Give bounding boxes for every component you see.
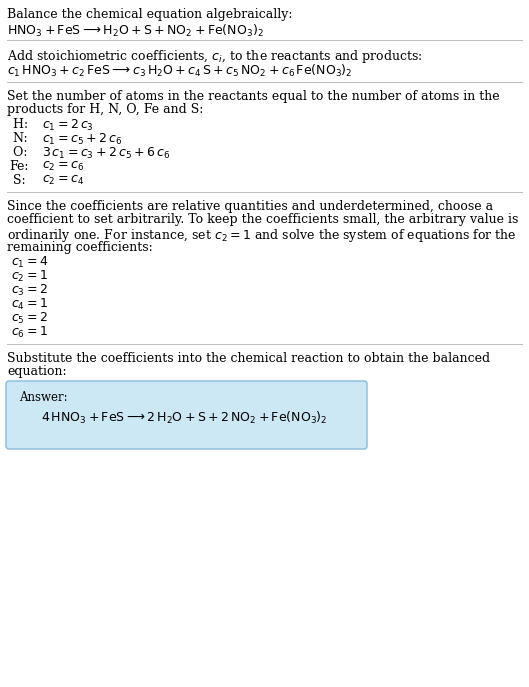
Text: S:: S: (9, 174, 25, 187)
Text: Fe:: Fe: (9, 160, 29, 173)
Text: equation:: equation: (7, 365, 67, 379)
Text: $c_4 = 1$: $c_4 = 1$ (11, 297, 48, 312)
Text: remaining coefficients:: remaining coefficients: (7, 240, 153, 254)
Text: Answer:: Answer: (19, 391, 68, 404)
Text: products for H, N, O, Fe and S:: products for H, N, O, Fe and S: (7, 104, 203, 117)
Text: $4\,\mathrm{HNO_3} + \mathrm{FeS} \longrightarrow 2\,\mathrm{H_2O} + \mathrm{S} : $4\,\mathrm{HNO_3} + \mathrm{FeS} \longr… (41, 410, 327, 426)
Text: $c_1 = c_5 + 2\,c_6$: $c_1 = c_5 + 2\,c_6$ (42, 132, 122, 147)
Text: ordinarily one. For instance, set $c_2 = 1$ and solve the system of equations fo: ordinarily one. For instance, set $c_2 =… (7, 227, 517, 244)
Text: $c_1 = 4$: $c_1 = 4$ (11, 255, 48, 270)
Text: Substitute the coefficients into the chemical reaction to obtain the balanced: Substitute the coefficients into the che… (7, 352, 490, 365)
Text: $c_6 = 1$: $c_6 = 1$ (11, 325, 48, 340)
Text: $c_5 = 2$: $c_5 = 2$ (11, 311, 48, 326)
Text: Balance the chemical equation algebraically:: Balance the chemical equation algebraica… (7, 8, 293, 21)
Text: $c_2 = c_4$: $c_2 = c_4$ (42, 174, 84, 187)
Text: $c_1\,\mathrm{HNO_3} + c_2\,\mathrm{FeS} \longrightarrow c_3\,\mathrm{H_2O} + c_: $c_1\,\mathrm{HNO_3} + c_2\,\mathrm{FeS}… (7, 63, 352, 78)
Text: H:: H: (9, 118, 28, 131)
Text: $c_2 = c_6$: $c_2 = c_6$ (42, 160, 84, 173)
Text: $c_3 = 2$: $c_3 = 2$ (11, 283, 48, 298)
Text: Since the coefficients are relative quantities and underdetermined, choose a: Since the coefficients are relative quan… (7, 200, 493, 213)
Text: Set the number of atoms in the reactants equal to the number of atoms in the: Set the number of atoms in the reactants… (7, 90, 499, 103)
Text: O:: O: (9, 146, 28, 159)
Text: Add stoichiometric coefficients, $c_i$, to the reactants and products:: Add stoichiometric coefficients, $c_i$, … (7, 48, 423, 65)
Text: coefficient to set arbitrarily. To keep the coefficients small, the arbitrary va: coefficient to set arbitrarily. To keep … (7, 214, 518, 227)
Text: $3\,c_1 = c_3 + 2\,c_5 + 6\,c_6$: $3\,c_1 = c_3 + 2\,c_5 + 6\,c_6$ (42, 146, 170, 161)
Text: $c_1 = 2\,c_3$: $c_1 = 2\,c_3$ (42, 118, 94, 133)
Text: $\mathrm{HNO_3} + \mathrm{FeS} \longrightarrow \mathrm{H_2O} + \mathrm{S} + \mat: $\mathrm{HNO_3} + \mathrm{FeS} \longrigh… (7, 23, 263, 38)
Text: $c_2 = 1$: $c_2 = 1$ (11, 269, 48, 284)
Text: N:: N: (9, 132, 28, 145)
FancyBboxPatch shape (6, 381, 367, 449)
